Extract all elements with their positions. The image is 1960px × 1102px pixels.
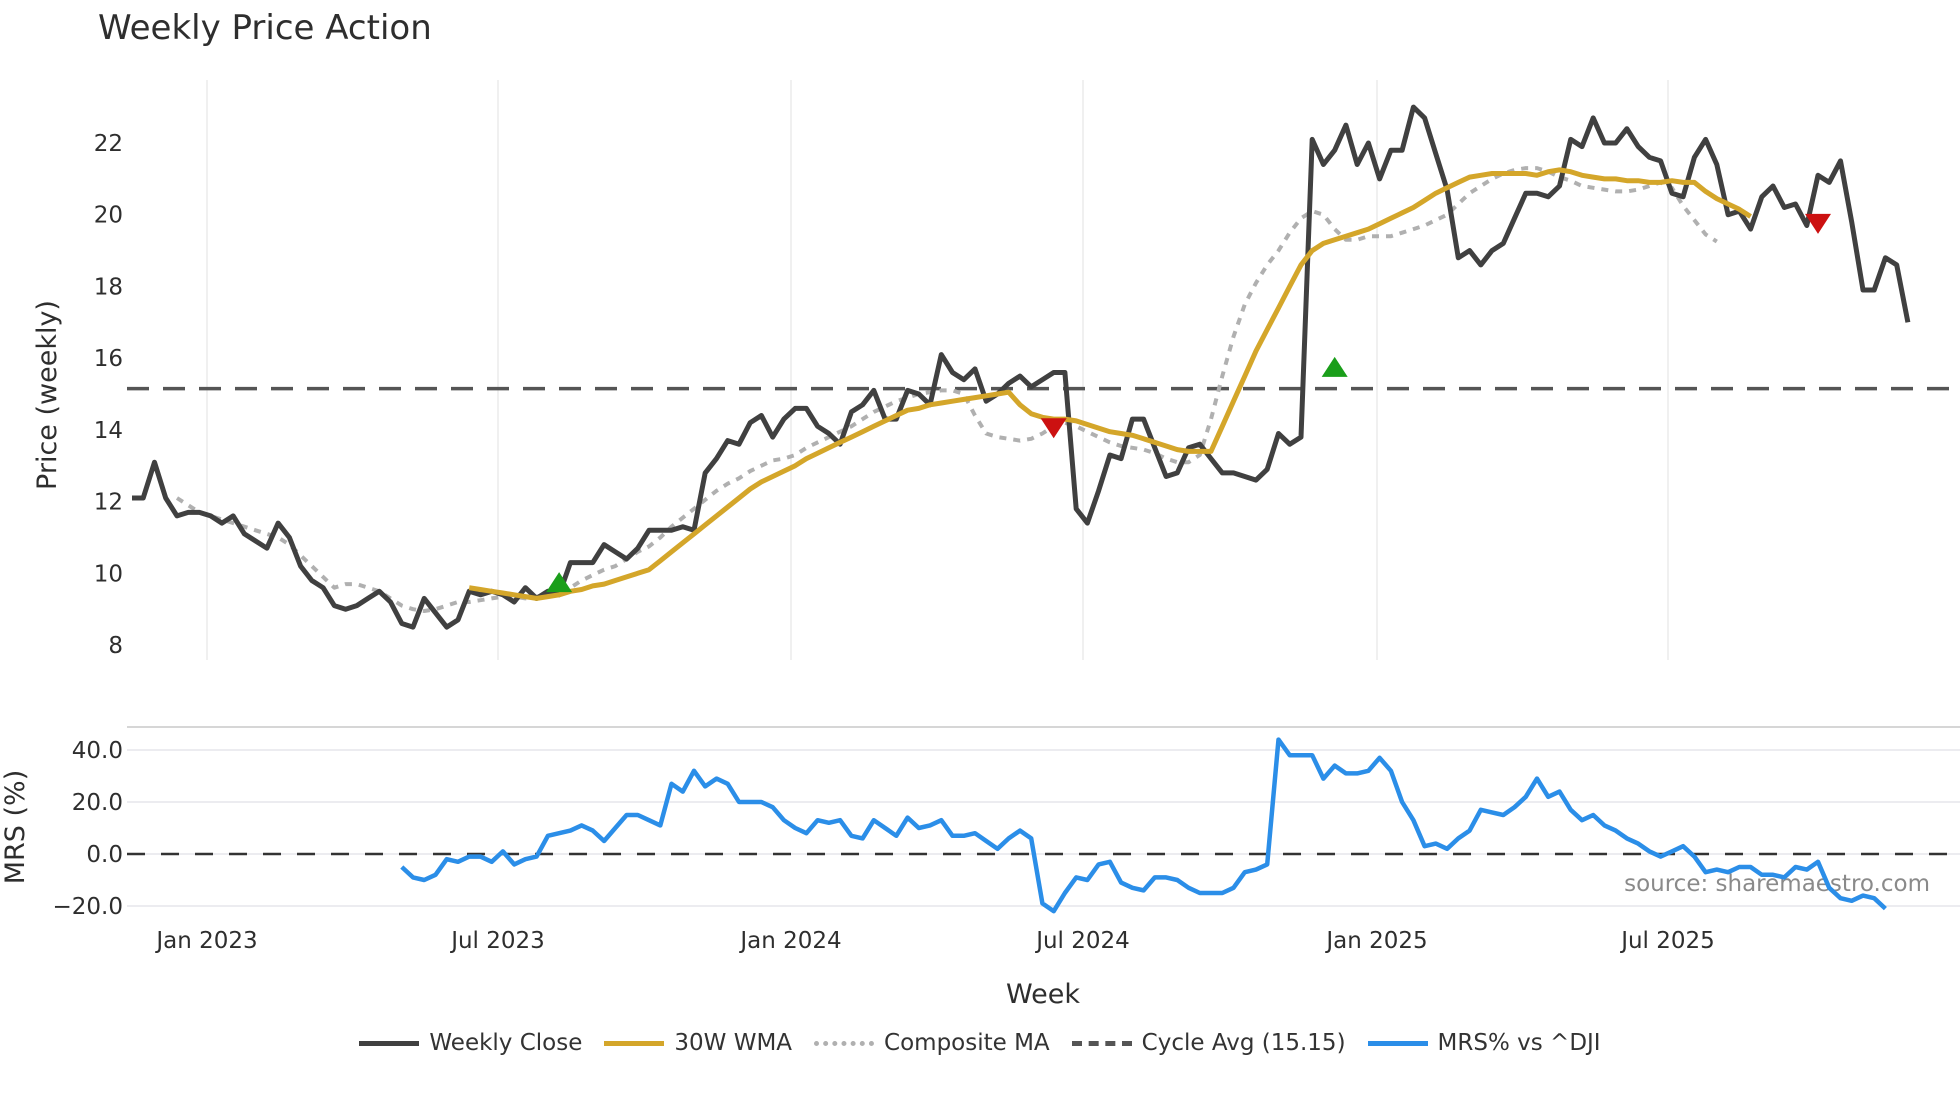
legend-item[interactable]: Cycle Avg (15.15) [1071, 1030, 1346, 1056]
sell-signal-icon [1805, 213, 1831, 234]
legend-item[interactable]: Composite MA [814, 1030, 1050, 1056]
x-axis-label: Week [1006, 979, 1080, 1010]
price-y-axis: 8 10 12 14 16 18 20 22 [94, 131, 123, 659]
price-y-tick: 18 [94, 274, 123, 300]
legend-swatch-icon [359, 1040, 420, 1046]
price-y-axis-label: Price (weekly) [32, 300, 63, 490]
legend-label: Composite MA [884, 1030, 1050, 1056]
price-gridlines [206, 80, 1669, 660]
signal-markers [546, 213, 1831, 593]
x-tick: Jul 2024 [1034, 928, 1130, 954]
mrs-y-axis-label: MRS (%) [0, 770, 31, 885]
legend-swatch-icon [604, 1040, 665, 1046]
legend-swatch-icon [1071, 1040, 1132, 1046]
legend-item[interactable]: Weekly Close [359, 1030, 582, 1056]
buy-signal-icon [1321, 356, 1348, 377]
composite-ma-line [175, 166, 1718, 613]
mrs-y-tick: 40.0 [72, 738, 123, 764]
legend-label: Cycle Avg (15.15) [1141, 1030, 1346, 1056]
price-y-tick: 20 [94, 203, 123, 229]
x-axis: Jan 2023 Jul 2023 Jan 2024 Jul 2024 Jan 2025… [154, 928, 1714, 954]
mrs-line [400, 737, 1887, 914]
price-y-tick: 8 [108, 633, 123, 659]
x-tick: Jul 2025 [1619, 928, 1715, 954]
price-y-tick: 14 [94, 418, 123, 444]
legend-label: MRS% vs ^DJI [1437, 1030, 1601, 1056]
weekly-close-line [132, 104, 1911, 630]
price-y-tick: 10 [94, 561, 123, 587]
price-y-tick: 22 [94, 131, 123, 157]
x-tick: Jan 2023 [154, 928, 257, 954]
legend: Weekly Close 30W WMA Composite MA Cycle Avg… [0, 1030, 1960, 1056]
mrs-y-tick: −20.0 [53, 894, 123, 920]
x-tick: Jan 2024 [738, 928, 841, 954]
price-y-tick: 16 [94, 346, 123, 372]
mrs-y-tick: 0.0 [86, 842, 123, 868]
chart-title: Weekly Price Action [98, 8, 432, 48]
legend-swatch-icon [1367, 1040, 1428, 1046]
mrs-y-axis: 40.0 20.0 0.0 −20.0 [53, 738, 123, 920]
mrs-y-tick: 20.0 [72, 790, 123, 816]
sell-signal-icon [1040, 418, 1067, 439]
legend-item[interactable]: 30W WMA [604, 1030, 792, 1056]
buy-signal-icon [546, 572, 573, 593]
x-tick: Jan 2025 [1324, 928, 1427, 954]
legend-swatch-icon [814, 1040, 875, 1046]
legend-label: Weekly Close [429, 1030, 583, 1056]
data-series [127, 104, 1960, 914]
wma-line [468, 167, 1752, 601]
x-tick: Jul 2023 [449, 928, 545, 954]
legend-item[interactable]: MRS% vs ^DJI [1367, 1030, 1601, 1056]
legend-label: 30W WMA [674, 1030, 793, 1056]
price-y-tick: 12 [94, 490, 123, 516]
